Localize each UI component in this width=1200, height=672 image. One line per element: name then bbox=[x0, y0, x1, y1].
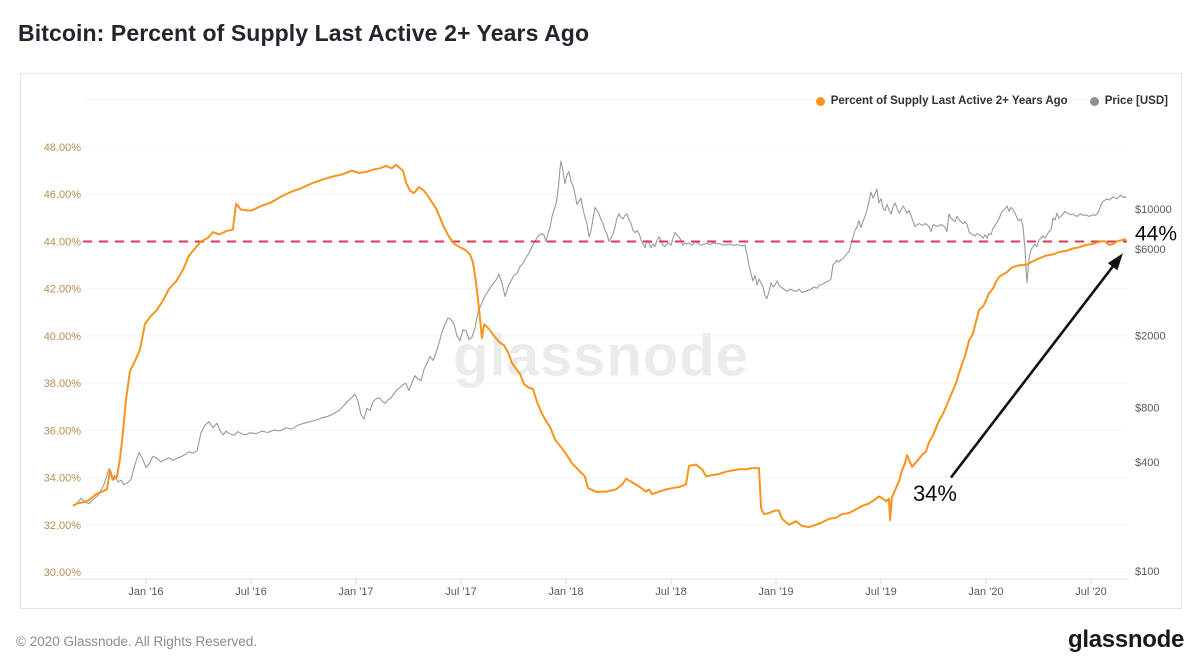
percent-axis-tick-label: 40.00% bbox=[44, 331, 82, 343]
price-axis-tick-label: $400 bbox=[1135, 457, 1159, 469]
x-axis-tick-label: Jan '18 bbox=[548, 586, 583, 598]
trend-arrow-head bbox=[1107, 253, 1123, 271]
x-axis-tick-label: Jul '17 bbox=[445, 586, 476, 598]
price-legend-marker-icon bbox=[1089, 96, 1099, 106]
legend: Percent of Supply Last Active 2+ Years A… bbox=[815, 95, 1168, 107]
percent-axis-tick-label: 42.00% bbox=[44, 284, 82, 296]
percent-axis-tick-label: 30.00% bbox=[44, 567, 82, 579]
page-title: Bitcoin: Percent of Supply Last Active 2… bbox=[18, 20, 590, 46]
x-axis-tick-label: Jul '16 bbox=[235, 586, 266, 598]
annotation-44-percent: 44% bbox=[1135, 222, 1177, 245]
legend-item-price[interactable]: Price [USD] bbox=[1089, 95, 1168, 107]
x-axis-tick-label: Jan '20 bbox=[968, 586, 1003, 598]
percent-axis-tick-label: 44.00% bbox=[44, 236, 82, 248]
percent-axis-tick-label: 48.00% bbox=[44, 142, 82, 154]
copyright-text: © 2020 Glassnode. All Rights Reserved. bbox=[16, 634, 258, 649]
percent-axis-tick-label: 38.00% bbox=[44, 378, 82, 390]
percent-axis-tick-label: 32.00% bbox=[44, 520, 82, 532]
annotation-34-percent: 34% bbox=[913, 481, 957, 506]
x-axis-tick-label: Jul '20 bbox=[1075, 586, 1106, 598]
supply-legend-marker-icon bbox=[815, 96, 825, 106]
x-axis-tick-label: Jan '17 bbox=[338, 586, 373, 598]
price-axis-tick-label: $100 bbox=[1135, 566, 1159, 578]
percent-axis-tick-label: 34.00% bbox=[44, 473, 82, 485]
legend-item-supply[interactable]: Percent of Supply Last Active 2+ Years A… bbox=[815, 95, 1068, 107]
percent-axis-tick-label: 46.00% bbox=[44, 189, 82, 201]
chart-panel: Percent of Supply Last Active 2+ Years A… bbox=[20, 73, 1182, 609]
supply-series-line bbox=[72, 163, 1127, 529]
x-axis-tick-label: Jul '18 bbox=[655, 586, 686, 598]
percent-axis-tick-label: 36.00% bbox=[44, 425, 82, 437]
x-axis-tick-label: Jan '16 bbox=[128, 586, 163, 598]
trend-arrow-shaft bbox=[949, 261, 1117, 479]
price-axis-tick-label: $2000 bbox=[1135, 331, 1166, 343]
price-axis-tick-label: $800 bbox=[1135, 403, 1159, 415]
price-axis-tick-label: $6000 bbox=[1135, 244, 1166, 256]
glassnode-logo: glassnode bbox=[1068, 626, 1184, 653]
legend-label-supply: Percent of Supply Last Active 2+ Years A… bbox=[830, 95, 1068, 107]
price-series-line bbox=[72, 160, 1127, 506]
chart-canvas: 30.00% 32.00% 34.00% 36.00% 38.00% 40.00% 42.0… bbox=[44, 99, 1177, 598]
legend-label-price: Price [USD] bbox=[1104, 95, 1168, 107]
x-axis-tick-label: Jul '19 bbox=[865, 586, 896, 598]
x-axis-tick-label: Jan '19 bbox=[758, 586, 793, 598]
price-axis-tick-label: $10000 bbox=[1135, 204, 1172, 216]
